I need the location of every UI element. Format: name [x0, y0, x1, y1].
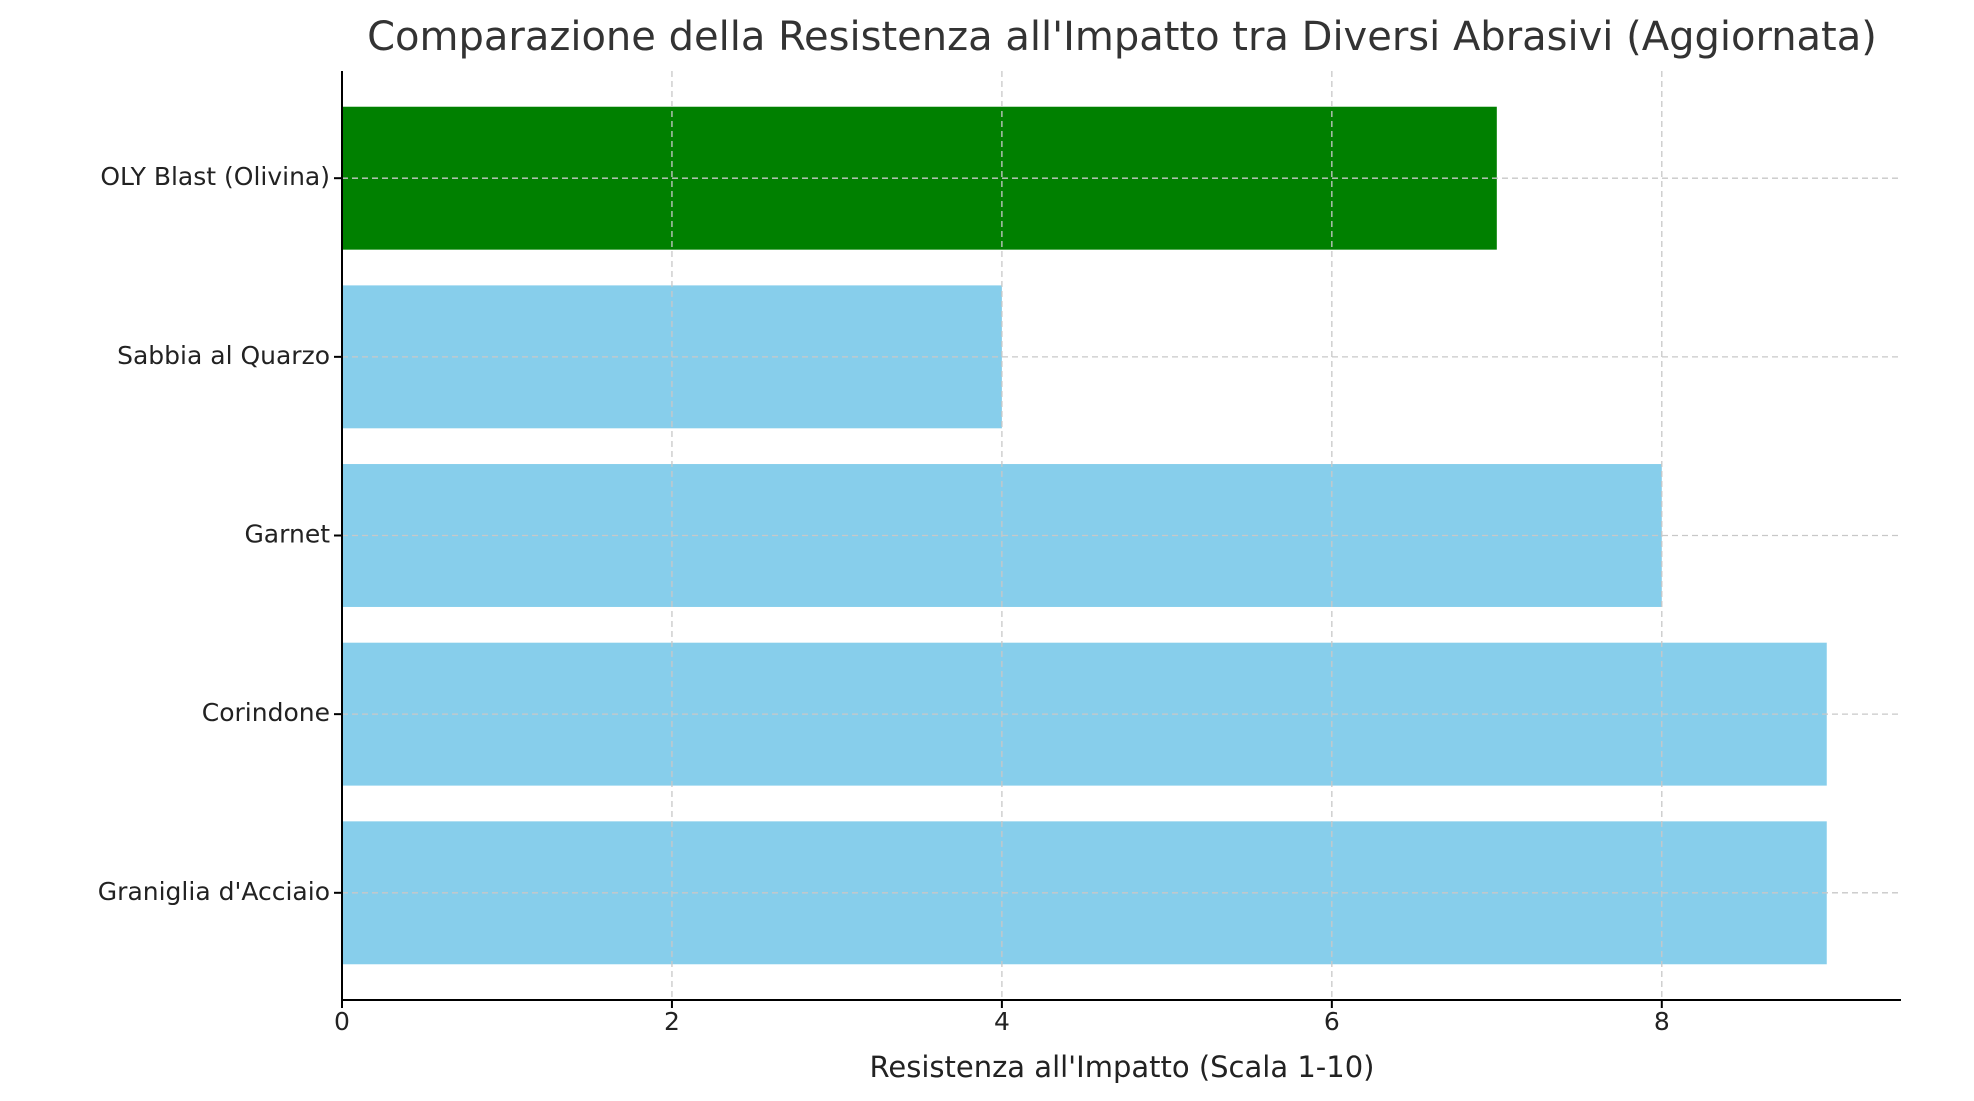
y-tick-label: Graniglia d'Acciaio	[98, 877, 330, 906]
x-axis-label: Resistenza all'Impatto (Scala 1-10)	[870, 1050, 1375, 1084]
x-tick-label: 0	[334, 1007, 350, 1036]
x-tick-label: 4	[994, 1007, 1010, 1036]
x-tick-label: 8	[1654, 1007, 1670, 1036]
y-tick-label: OLY Blast (Olivina)	[100, 162, 330, 191]
y-tick-label: Corindone	[202, 698, 330, 727]
y-tick-label: Sabbia al Quarzo	[117, 341, 330, 370]
x-tick-label: 2	[664, 1007, 680, 1036]
chart-title: Comparazione della Resistenza all'Impatt…	[367, 14, 1877, 60]
x-tick-label: 6	[1324, 1007, 1340, 1036]
y-tick-label: Garnet	[244, 520, 330, 549]
